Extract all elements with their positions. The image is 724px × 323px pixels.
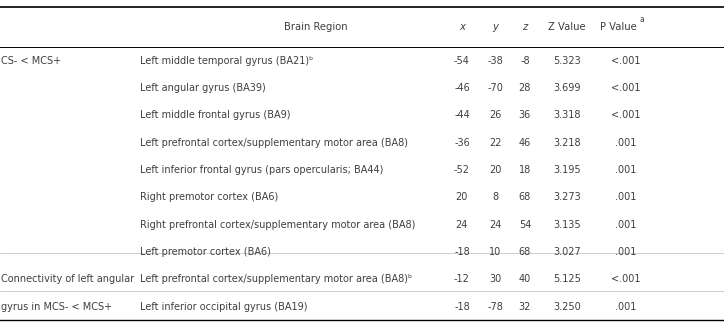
Text: 3.273: 3.273 — [553, 192, 581, 202]
Text: CS- < MCS+: CS- < MCS+ — [1, 56, 62, 66]
Text: 3.318: 3.318 — [553, 110, 581, 120]
Text: Left prefrontal cortex/supplementary motor area (BA8): Left prefrontal cortex/supplementary mot… — [140, 138, 408, 148]
Text: 28: 28 — [518, 83, 531, 93]
Text: -78: -78 — [487, 302, 503, 312]
Text: <.001: <.001 — [611, 83, 640, 93]
Text: -44: -44 — [454, 110, 470, 120]
Text: 3.027: 3.027 — [553, 247, 581, 257]
Text: 18: 18 — [519, 165, 531, 175]
Text: 68: 68 — [519, 192, 531, 202]
Text: 3.699: 3.699 — [553, 83, 581, 93]
Text: 30: 30 — [489, 274, 501, 284]
Text: -18: -18 — [454, 247, 470, 257]
Text: gyrus in MCS- < MCS+: gyrus in MCS- < MCS+ — [1, 302, 112, 312]
Text: 24: 24 — [455, 220, 468, 230]
Text: 22: 22 — [489, 138, 502, 148]
Text: Left middle temporal gyrus (BA21)ᵇ: Left middle temporal gyrus (BA21)ᵇ — [140, 56, 313, 66]
Text: 46: 46 — [519, 138, 531, 148]
Text: .001: .001 — [615, 138, 636, 148]
Text: x: x — [459, 23, 465, 32]
Text: .001: .001 — [615, 302, 636, 312]
Text: -70: -70 — [487, 83, 503, 93]
Text: y: y — [492, 23, 498, 32]
Text: Connectivity of left angular: Connectivity of left angular — [1, 274, 135, 284]
Text: -38: -38 — [487, 56, 503, 66]
Text: 5.323: 5.323 — [553, 56, 581, 66]
Text: -12: -12 — [454, 274, 470, 284]
Text: 54: 54 — [518, 220, 531, 230]
Text: 68: 68 — [519, 247, 531, 257]
Text: .001: .001 — [615, 165, 636, 175]
Text: Z Value: Z Value — [548, 23, 586, 32]
Text: Left angular gyrus (BA39): Left angular gyrus (BA39) — [140, 83, 266, 93]
Text: 5.125: 5.125 — [553, 274, 581, 284]
Text: .001: .001 — [615, 220, 636, 230]
Text: z: z — [522, 23, 528, 32]
Text: -8: -8 — [520, 56, 530, 66]
Text: 32: 32 — [518, 302, 531, 312]
Text: Right prefrontal cortex/supplementary motor area (BA8): Right prefrontal cortex/supplementary mo… — [140, 220, 416, 230]
Text: Left premotor cortex (BA6): Left premotor cortex (BA6) — [140, 247, 272, 257]
Text: -18: -18 — [454, 302, 470, 312]
Text: 8: 8 — [492, 192, 498, 202]
Text: -46: -46 — [454, 83, 470, 93]
Text: 3.135: 3.135 — [553, 220, 581, 230]
Text: 20: 20 — [455, 192, 468, 202]
Text: <.001: <.001 — [611, 110, 640, 120]
Text: .001: .001 — [615, 192, 636, 202]
Text: 10: 10 — [489, 247, 501, 257]
Text: Left middle frontal gyrus (BA9): Left middle frontal gyrus (BA9) — [140, 110, 291, 120]
Text: 3.218: 3.218 — [553, 138, 581, 148]
Text: -52: -52 — [454, 165, 470, 175]
Text: -36: -36 — [454, 138, 470, 148]
Text: P Value: P Value — [600, 23, 636, 32]
Text: Left inferior occipital gyrus (BA19): Left inferior occipital gyrus (BA19) — [140, 302, 308, 312]
Text: 24: 24 — [489, 220, 502, 230]
Text: 40: 40 — [519, 274, 531, 284]
Text: 3.250: 3.250 — [553, 302, 581, 312]
Text: a: a — [639, 15, 644, 24]
Text: <.001: <.001 — [611, 56, 640, 66]
Text: Left prefrontal cortex/supplementary motor area (BA8)ᵇ: Left prefrontal cortex/supplementary mot… — [140, 274, 413, 284]
Text: <.001: <.001 — [611, 274, 640, 284]
Text: -54: -54 — [454, 56, 470, 66]
Text: 36: 36 — [519, 110, 531, 120]
Text: Right premotor cortex (BA6): Right premotor cortex (BA6) — [140, 192, 279, 202]
Text: Brain Region: Brain Region — [284, 23, 348, 32]
Text: 26: 26 — [489, 110, 502, 120]
Text: 20: 20 — [489, 165, 502, 175]
Text: 3.195: 3.195 — [553, 165, 581, 175]
Text: .001: .001 — [615, 247, 636, 257]
Text: Left inferior frontal gyrus (pars opercularis; BA44): Left inferior frontal gyrus (pars opercu… — [140, 165, 384, 175]
